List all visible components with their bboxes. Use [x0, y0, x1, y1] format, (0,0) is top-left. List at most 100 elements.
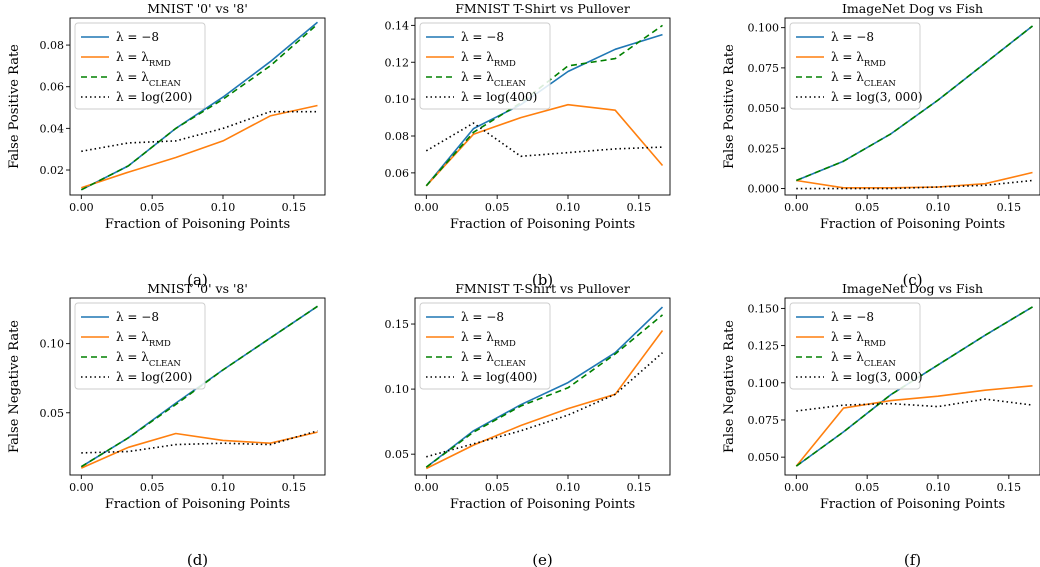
legend-entry-2: λ = λRMD: [831, 330, 886, 349]
plot-frame: [69, 17, 326, 196]
y-axis-label: False Positive Rate: [722, 44, 737, 169]
x-tick-label: 0.05: [485, 201, 510, 214]
legend-entry-2: λ = λRMD: [116, 50, 171, 69]
chart-panel-c: ImageNet Dog vs Fish 0.00 0.05 0.10 0.15 0.00…: [722, 1, 1040, 289]
legend-entry-3: λ = λCLEAN: [831, 70, 896, 89]
y-tick-label: 0.050: [748, 102, 780, 115]
x-tick-label: 0.15: [282, 481, 307, 494]
series-line-4: [425, 122, 663, 158]
legend-entry-1: λ = −8: [461, 310, 504, 324]
legend-box: [74, 302, 206, 390]
chart-panel-e: FMNIST T-Shirt vs Pullover 0.00 0.05 0.10 0.…: [385, 281, 671, 567]
legend-box: [74, 22, 206, 110]
series-line-3: [425, 314, 664, 468]
legend-entry-4: λ = log(3, 000): [831, 90, 923, 104]
series-line-4: [81, 110, 318, 153]
chart-title: FMNIST T-Shirt vs Pullover: [455, 1, 630, 16]
y-tick-label: 0.10: [385, 383, 410, 396]
x-tick-label: 0.05: [855, 201, 880, 214]
chart-title: FMNIST T-Shirt vs Pullover: [455, 281, 630, 296]
x-tick-label: 0.10: [926, 201, 951, 214]
series-line-1: [425, 306, 664, 468]
plot-frame: [784, 297, 1040, 476]
legend-entry-4: λ = log(400): [461, 90, 537, 104]
series-lines: [795, 25, 1033, 190]
panel-caption: (a): [187, 271, 208, 289]
x-axis-label: Fraction of Poisoning Points: [105, 497, 290, 512]
panel-caption: (c): [902, 271, 922, 289]
plot-frame: [414, 17, 671, 196]
chart-title: MNIST '0' vs '8': [147, 281, 248, 296]
x-tick-label: 0.05: [140, 201, 165, 214]
y-tick-label: 0.10: [385, 93, 410, 106]
y-tick-label: 0.05: [385, 448, 410, 461]
y-axis-label: False Negative Rate: [722, 320, 737, 453]
chart-title: MNIST '0' vs '8': [147, 1, 248, 16]
y-tick-label: 0.10: [40, 338, 65, 351]
series-lines: [80, 21, 319, 191]
x-tick-label: 0.00: [69, 481, 94, 494]
y-tick-label: 0.100: [748, 22, 780, 35]
y-tick-label: 0.05: [40, 407, 65, 420]
series-line-4: [81, 430, 318, 454]
legend-entry-2: λ = λRMD: [116, 330, 171, 349]
plot-frame: [784, 17, 1040, 196]
plot-frame: [414, 297, 671, 476]
x-tick-label: 0.15: [997, 481, 1022, 494]
legend-box: [419, 22, 551, 110]
legend-entry-3: λ = λCLEAN: [831, 350, 896, 369]
series-lines: [425, 306, 664, 470]
chart-panel-f: ImageNet Dog vs Fish 0.00 0.05 0.10 0.15 0.05…: [722, 281, 1040, 567]
legend-entry-4: λ = log(200): [116, 370, 192, 384]
x-tick-label: 0.00: [784, 481, 809, 494]
x-tick-label: 0.10: [211, 201, 236, 214]
x-tick-label: 0.15: [997, 201, 1022, 214]
y-tick-label: 0.100: [748, 377, 780, 390]
y-tick-label: 0.12: [385, 56, 410, 69]
series-line-4: [796, 398, 1033, 412]
y-tick-label: 0.06: [385, 167, 410, 180]
x-tick-label: 0.15: [282, 201, 307, 214]
legend-entry-1: λ = −8: [831, 310, 874, 324]
x-axis-label: Fraction of Poisoning Points: [105, 217, 290, 232]
panel-caption: (e): [532, 551, 553, 567]
x-tick-label: 0.05: [855, 481, 880, 494]
series-line-2: [795, 385, 1033, 467]
chart-title: ImageNet Dog vs Fish: [842, 1, 983, 16]
legend-entry-2: λ = λRMD: [831, 50, 886, 69]
y-tick-label: 0.06: [40, 81, 65, 94]
chart-panel-a: MNIST '0' vs '8' 0.00 0.05 0.10 0.15 0.02 0.04…: [7, 1, 326, 289]
legend-box: [789, 22, 921, 110]
legend-entry-1: λ = −8: [461, 30, 504, 44]
legend-entry-4: λ = log(3, 000): [831, 370, 923, 384]
y-tick-label: 0.050: [748, 451, 780, 464]
x-tick-label: 0.05: [485, 481, 510, 494]
chart-panel-d: MNIST '0' vs '8' 0.00 0.05 0.10 0.15 0.05 0.10…: [7, 281, 326, 567]
x-tick-label: 0.15: [627, 481, 652, 494]
x-axis-label: Fraction of Poisoning Points: [450, 217, 635, 232]
y-tick-label: 0.025: [748, 142, 780, 155]
y-tick-label: 0.125: [748, 340, 780, 353]
x-tick-label: 0.10: [556, 201, 581, 214]
x-tick-label: 0.00: [69, 201, 94, 214]
y-tick-label: 0.04: [40, 122, 65, 135]
x-tick-label: 0.10: [926, 481, 951, 494]
y-axis-label: False Negative Rate: [7, 320, 22, 453]
series-line-2: [81, 104, 318, 189]
x-tick-label: 0.00: [414, 201, 439, 214]
series-line-2: [796, 171, 1033, 189]
legend-entry-2: λ = λRMD: [461, 330, 516, 349]
y-tick-label: 0.000: [748, 183, 780, 196]
y-tick-label: 0.075: [748, 414, 780, 427]
legend-entry-4: λ = log(200): [116, 90, 192, 104]
legend-entry-1: λ = −8: [116, 30, 159, 44]
x-tick-label: 0.10: [556, 481, 581, 494]
panel-caption: (f): [904, 551, 921, 567]
series-line-4: [796, 179, 1033, 190]
